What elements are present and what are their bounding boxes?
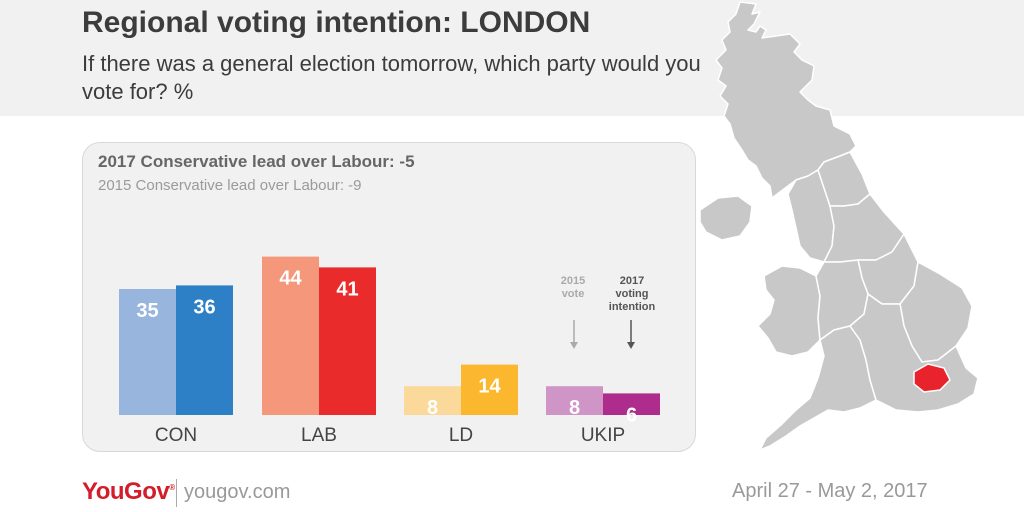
category-label-ukip: UKIP [581, 425, 625, 446]
map-region-london [913, 363, 951, 393]
page-title: Regional voting intention: LONDON [82, 6, 591, 39]
bar-con-series-2 [176, 285, 233, 415]
map-region-northern-ireland [700, 195, 753, 241]
annotation-2017: 2017 voting intention [602, 275, 662, 314]
bar-ukip-series-1 [546, 386, 603, 415]
page-subtitle: If there was a general election tomorrow… [82, 51, 701, 104]
arrow-2017-head [627, 342, 635, 349]
data-label-lab-series-1: 44 [279, 268, 302, 290]
data-label-ld-series-1: 8 [427, 397, 438, 419]
annotation-2015: 2015 vote [548, 275, 598, 301]
fieldwork-date: April 27 - May 2, 2017 [732, 480, 928, 502]
lead-2017: 2017 Conservative lead over Labour: -5 [98, 152, 415, 171]
bar-lab-series-2 [319, 267, 376, 415]
data-label-con-series-1: 35 [136, 300, 158, 322]
footer-divider [176, 479, 177, 507]
yougov-logo[interactable]: YouGov® [82, 478, 175, 506]
data-label-ukip-series-2: 6 [626, 404, 637, 426]
annotation-2017-line-1: 2017 [619, 275, 645, 287]
annotation-2017-line-3: intention [608, 301, 656, 313]
data-label-ukip-series-1: 8 [569, 397, 580, 419]
data-label-lab-series-2: 41 [336, 278, 358, 300]
data-label-con-series-2: 36 [193, 296, 215, 318]
annotation-2017-line-2: voting [615, 288, 649, 300]
map-region-wales [757, 265, 821, 357]
logo-mark: ® [169, 483, 175, 492]
data-label-ld-series-2: 14 [478, 376, 501, 398]
site-link[interactable]: yougov.com [184, 481, 291, 503]
header-band [0, 0, 1024, 116]
category-label-ld: LD [449, 425, 473, 446]
lead-2015: 2015 Conservative lead over Labour: -9 [98, 177, 362, 194]
bar-ukip-series-2 [603, 393, 660, 415]
bar-ld-series-1 [404, 386, 461, 415]
bar-con-series-1 [119, 289, 176, 415]
annotation-2015-line-2: vote [561, 288, 585, 300]
logo-text: YouGov [82, 478, 170, 505]
arrow-2015-head [570, 342, 578, 349]
bar-lab-series-1 [262, 256, 319, 415]
category-label-lab: LAB [301, 425, 337, 446]
category-label-con: CON [155, 425, 197, 446]
bar-ld-series-2 [461, 364, 518, 415]
annotation-2015-line-1: 2015 [560, 275, 586, 287]
uk-map [700, 1, 979, 451]
